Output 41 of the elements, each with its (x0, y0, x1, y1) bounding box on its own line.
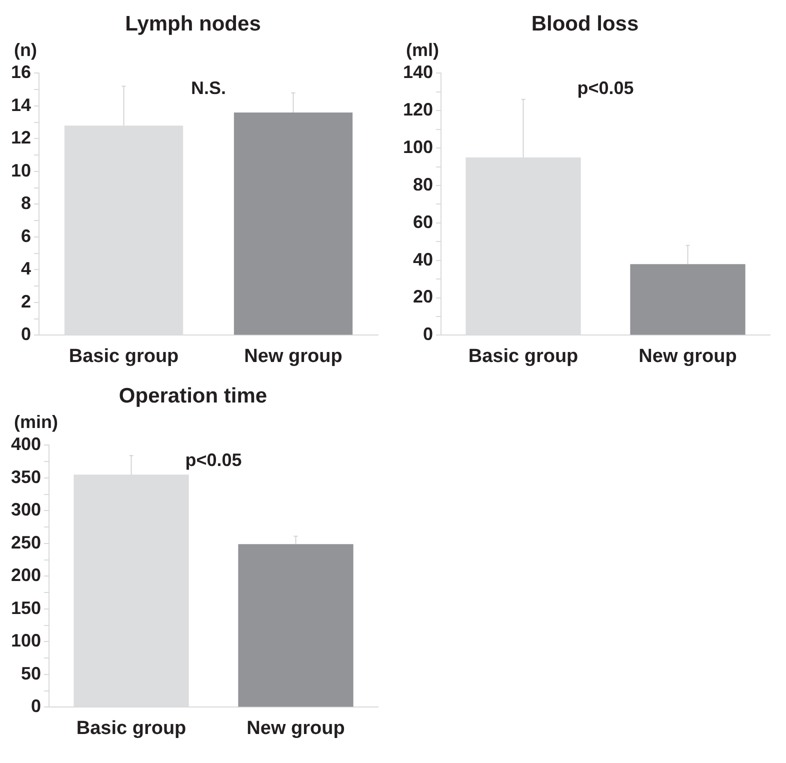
y-tick-label: 120 (402, 100, 434, 120)
annotation: N.S. (191, 78, 226, 98)
y-tick-label: 10 (10, 160, 32, 180)
y-tick-label: 100 (402, 137, 434, 158)
y-tick-label: 4 (21, 258, 32, 279)
y-tick-label: 2 (21, 291, 32, 312)
chart-title: Operation time (118, 384, 268, 408)
y-tick-label: 40 (413, 249, 434, 270)
y-tick-label: 150 (10, 598, 42, 618)
annotation: p<0.05 (185, 450, 242, 470)
y-tick-label: 100 (10, 630, 42, 651)
y-tick-label: 200 (10, 565, 42, 586)
x-tick-label: New group (638, 346, 737, 367)
y-tick-label: 14 (10, 94, 32, 115)
x-tick-label: New group (246, 718, 345, 739)
x-tick-label: New group (244, 346, 342, 367)
y-tick-label: 6 (21, 226, 32, 246)
annotation: p<0.05 (577, 78, 634, 98)
chart-title: Lymph nodes (125, 12, 261, 36)
y-tick-label: 60 (413, 212, 434, 232)
y-tick-label: 20 (413, 286, 434, 307)
y-tick-label: 400 (10, 434, 42, 454)
y-tick-label: 0 (423, 324, 434, 344)
y-tick-label: 0 (31, 696, 42, 716)
y-tick-label: 80 (413, 174, 434, 194)
y-tick-label: 350 (10, 466, 42, 487)
y-tick-label: 12 (10, 128, 32, 148)
y-tick-label: 250 (10, 532, 42, 552)
y-axis-title: (ml) (406, 40, 439, 60)
y-tick-label: 140 (402, 62, 434, 82)
y-tick-label: 50 (21, 663, 42, 684)
y-axis-title: (min) (14, 412, 58, 432)
x-tick-label: Basic group (76, 718, 186, 739)
chart-title: Blood loss (531, 12, 639, 36)
y-axis-title: (n) (14, 40, 37, 60)
x-tick-label: Basic group (68, 346, 179, 367)
y-tick-label: 0 (21, 324, 32, 344)
x-tick-label: Basic group (468, 346, 578, 367)
y-tick-label: 300 (10, 500, 42, 520)
y-tick-label: 16 (10, 62, 32, 82)
y-tick-label: 8 (21, 193, 32, 214)
